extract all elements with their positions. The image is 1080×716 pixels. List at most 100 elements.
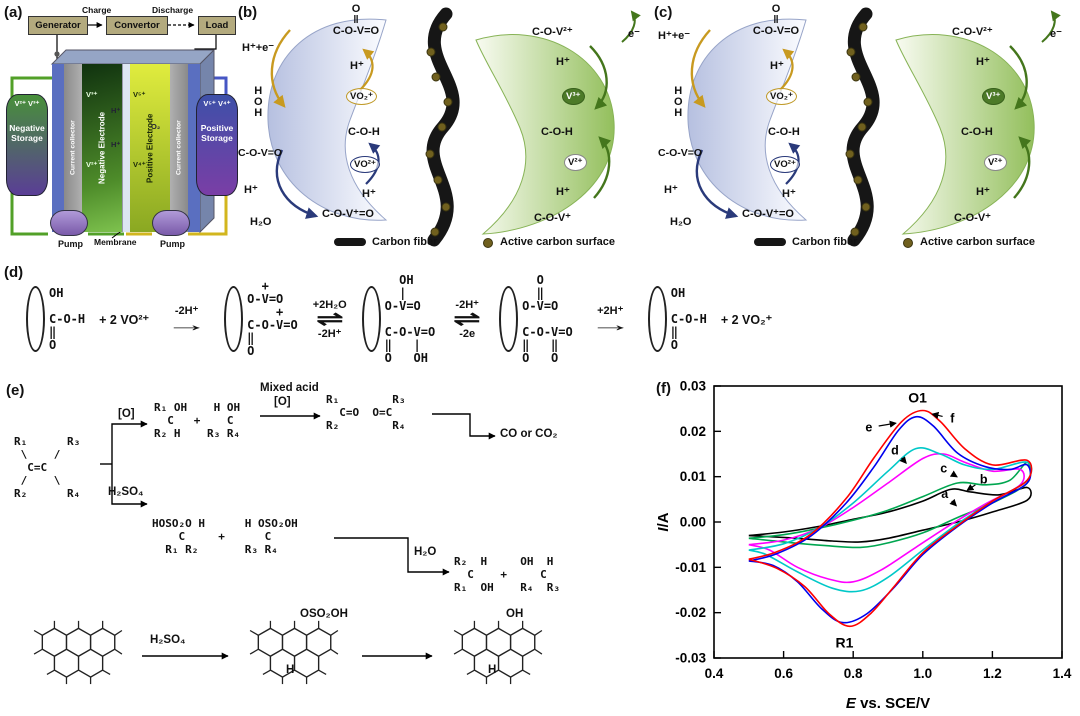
proton-label: H⁺ [556, 186, 570, 198]
v2-ion-label: V²⁺ [86, 160, 98, 169]
formula-lines: OH C-O-H ‖ O [49, 285, 86, 352]
load-box: Load [198, 16, 236, 35]
water-label: H₂O [414, 546, 437, 558]
hydroxyl-column: H O H [254, 85, 263, 119]
vo2plus-ion: VO₂⁺ [346, 88, 377, 105]
generator-box: Generator [28, 16, 88, 35]
c-o-h-label: C-O-H [961, 126, 993, 138]
surface-formula-right-bottom: C-O-V⁺ [954, 212, 991, 224]
electrode-surface-ellipse [647, 286, 667, 353]
electrode-surface-ellipse [26, 286, 45, 353]
current-collector-right [170, 64, 188, 232]
water-label: H₂O [250, 216, 272, 228]
negative-electrode [82, 64, 122, 232]
oxidant-label: [O] [274, 396, 291, 408]
svg-text:a: a [941, 487, 949, 501]
sulfate-group-label: OSO₂OH [300, 608, 348, 620]
electrode-surface-ellipse [361, 286, 381, 353]
svg-text:f: f [950, 412, 955, 426]
v3-ion: V³⁺ [562, 88, 585, 105]
h-ion-label-right: H⁺ [111, 140, 121, 149]
vo2-ion: VO²⁺ [770, 156, 800, 173]
oxidant-label: [O] [118, 408, 135, 420]
hydroxyl-group-label: OH [506, 608, 524, 620]
cyclic-voltammetry-plot: 0.4 0.6 0.8 1.0 1.2 1.4 0.03 0.02 0.01 0.00 -0.01 -… [655, 379, 1072, 713]
h-ion-label-left: H⁺ [111, 106, 121, 115]
panel-a: (a) Generator Convertor Load Charge Disc… [4, 4, 238, 262]
electrode-surface-ellipse [499, 286, 519, 353]
end-plate-left [52, 64, 64, 232]
proton-label: H⁺ [664, 184, 678, 196]
panel-e-label: (e) [6, 382, 25, 399]
hydroxyl-column: H O H [674, 85, 683, 119]
arrow-bottom-label: -2e [459, 327, 476, 340]
arrow-top-label: -2H⁺ [174, 304, 199, 317]
sulfuric-acid-label: H₂SO₄ [108, 486, 144, 498]
right-arrow-icon: → [588, 314, 633, 336]
current-collector-right-label: Current collector [175, 120, 183, 176]
v5-ion-label: V⁵⁺ [133, 90, 146, 99]
reaction-state-3: OH | O-V=O C-O-V=O ‖ | O OH [361, 274, 435, 365]
carbon-fiber-surface-diagram [687, 7, 1061, 248]
reaction-arrow-3: -2H⁺ ⇌ -2e [449, 299, 485, 340]
alkene-structure: R₁ R₃ \ / C=C / \ R₂ R₄ [14, 435, 81, 500]
negative-storage-tank: V²⁺ V³⁺ Negative Storage [6, 94, 48, 196]
svg-text:1.2: 1.2 [983, 666, 1002, 681]
aromatic-ring-structure [249, 620, 339, 685]
v3-ion: V³⁺ [982, 88, 1005, 105]
diol-products: R₂ H OH H C + C R₁ OH R₄ R₃ [454, 555, 560, 594]
co-co2-label: CO or CO₂ [500, 428, 558, 440]
legend-carbon-fiber: Carbon fiber [372, 236, 438, 248]
current-collector-left [64, 64, 82, 232]
positive-storage-tank: V⁵⁺ V⁴⁺ Positive Storage [196, 94, 238, 196]
surface-formula-right-top: C-O-V²⁺ [532, 26, 573, 38]
svg-text:0.8: 0.8 [844, 666, 863, 681]
proton-label: H⁺ [770, 60, 784, 72]
mixed-acid-label: Mixed acid [260, 382, 319, 394]
surface-formula-left: C-O-V=O [658, 147, 703, 159]
surface-formula-bottom: C-O-V⁺=O [742, 208, 794, 220]
v2-ion: V²⁺ [984, 154, 1007, 171]
svg-text:R1: R1 [836, 634, 854, 650]
reaction-arrow-1: -2H⁺ → [163, 304, 210, 335]
vo2plus-ion: VO₂⁺ [766, 88, 797, 105]
pump-right [152, 210, 190, 236]
panel-b: (b) H⁺+e⁻ O ‖ C-O-V=O H⁺ H O H C-O-V=O H… [238, 2, 650, 260]
surface-formula-top: O ‖ C-O-V=O [752, 3, 800, 37]
c-o-h-label: C-O-H [768, 126, 800, 138]
proton-electron-label: H⁺+e⁻ [658, 30, 691, 42]
carbon-fiber-surface-diagram [267, 7, 641, 248]
panel-f: (f) 0.4 0.6 0.8 1.0 1.2 1.4 0.03 0.02 0.01 0.00 -0… [648, 372, 1078, 716]
product-label: + 2 VO₂⁺ [720, 312, 773, 327]
formula-lines: O ‖ O-V=O C-O-V=O ‖ ‖ O O [522, 273, 573, 365]
legend-active-surface: Active carbon surface [500, 236, 615, 248]
legend-active-surface: Active carbon surface [920, 236, 1035, 248]
formula-lines: OH C-O-H ‖ O [670, 285, 707, 352]
svg-text:b: b [980, 472, 988, 486]
v4-ion-label: V⁴⁺ [133, 160, 146, 169]
svg-text:0.4: 0.4 [705, 666, 724, 681]
surface-formula-right-top: C-O-V²⁺ [952, 26, 993, 38]
svg-text:0.02: 0.02 [680, 424, 706, 439]
proton-label: H⁺ [244, 184, 258, 196]
svg-text:-0.01: -0.01 [675, 560, 706, 575]
panel-e: (e) R₁ R₃ \ / C=C / \ R₂ R₄ [O] H₂SO₄ R₁… [2, 380, 650, 716]
svg-text:0.03: 0.03 [680, 379, 707, 394]
v2-ion: V²⁺ [564, 154, 587, 171]
c-o-h-label: C-O-H [348, 126, 380, 138]
arrow-top-label: +2H₂O [312, 298, 347, 311]
scheme-arrows [100, 412, 496, 660]
proton-label: H⁺ [556, 56, 570, 68]
arrow-top-label: -2H⁺ [455, 298, 479, 311]
proton-label: H⁺ [976, 56, 990, 68]
membrane-label: Membrane [94, 237, 137, 247]
proton-label: H⁺ [350, 60, 364, 72]
panel-b-label: (b) [238, 4, 258, 21]
mechanism-row: OH C-O-H ‖ O + 2 VO²⁺ -2H⁺ → + O-V=O + C… [26, 274, 772, 365]
panel-a-label: (a) [4, 4, 23, 21]
diol-fragments: R₁ OH H OH C + C R₂ H R₃ R₄ [154, 401, 241, 440]
v3-ion-label: V³⁺ [86, 90, 98, 99]
load-label: Load [205, 20, 229, 31]
svg-text:0.01: 0.01 [680, 469, 707, 484]
arrow-bottom-label: -2H⁺ [317, 327, 342, 340]
